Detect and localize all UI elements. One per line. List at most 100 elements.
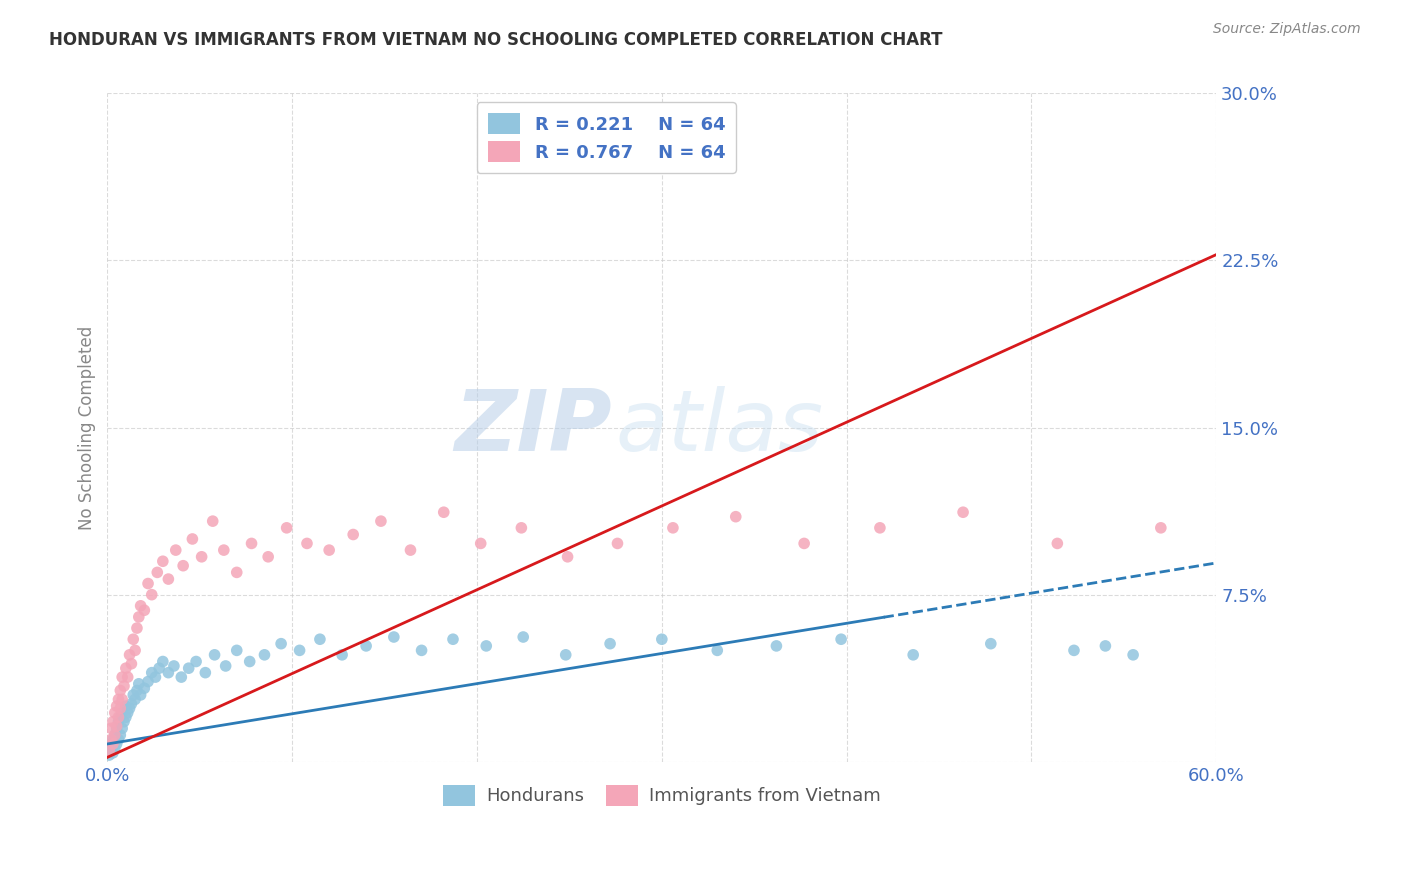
Point — [101, 714, 124, 729]
Point — [110, 710, 132, 724]
Point — [110, 701, 132, 715]
Point — [212, 543, 235, 558]
Point — [318, 543, 340, 558]
Point — [253, 648, 276, 662]
Point — [120, 657, 142, 671]
Text: HONDURAN VS IMMIGRANTS FROM VIETNAM NO SCHOOLING COMPLETED CORRELATION CHART: HONDURAN VS IMMIGRANTS FROM VIETNAM NO S… — [49, 31, 942, 49]
Point — [134, 681, 156, 696]
Point — [111, 670, 134, 684]
Point — [952, 505, 974, 519]
Point — [115, 710, 138, 724]
Point — [793, 536, 815, 550]
Point — [181, 532, 204, 546]
Point — [111, 722, 134, 736]
Point — [107, 692, 129, 706]
Text: atlas: atlas — [616, 386, 824, 469]
Point — [1264, 505, 1286, 519]
Point — [105, 737, 128, 751]
Point — [706, 643, 728, 657]
Point — [107, 714, 129, 729]
Point — [100, 722, 122, 736]
Point — [370, 514, 392, 528]
Point — [239, 655, 262, 669]
Point — [869, 521, 891, 535]
Point — [125, 683, 148, 698]
Point — [172, 558, 194, 573]
Point — [136, 674, 159, 689]
Point — [170, 670, 193, 684]
Point — [724, 509, 747, 524]
Point — [225, 643, 247, 657]
Point — [157, 572, 180, 586]
Point — [157, 665, 180, 680]
Point — [510, 521, 533, 535]
Point — [512, 630, 534, 644]
Point — [100, 732, 122, 747]
Point — [554, 648, 576, 662]
Point — [276, 521, 298, 535]
Point — [125, 621, 148, 635]
Point — [145, 670, 167, 684]
Point — [475, 639, 498, 653]
Point — [122, 632, 145, 647]
Point — [100, 744, 122, 758]
Point — [101, 732, 124, 747]
Point — [382, 630, 405, 644]
Point — [342, 527, 364, 541]
Point — [470, 536, 492, 550]
Point — [122, 688, 145, 702]
Point — [215, 659, 238, 673]
Point — [184, 655, 207, 669]
Point — [112, 679, 135, 693]
Point — [141, 665, 163, 680]
Point — [288, 643, 311, 657]
Point — [240, 536, 263, 550]
Point — [1122, 648, 1144, 662]
Point — [128, 677, 150, 691]
Point — [557, 549, 579, 564]
Point — [152, 554, 174, 568]
Point — [105, 722, 128, 736]
Point — [1391, 514, 1406, 528]
Point — [1063, 643, 1085, 657]
Point — [194, 665, 217, 680]
Point — [830, 632, 852, 647]
Point — [1046, 536, 1069, 550]
Point — [606, 536, 628, 550]
Point — [118, 648, 141, 662]
Point — [98, 748, 121, 763]
Point — [120, 697, 142, 711]
Point — [765, 639, 787, 653]
Point — [662, 521, 685, 535]
Point — [101, 737, 124, 751]
Point — [441, 632, 464, 647]
Point — [152, 655, 174, 669]
Point — [980, 637, 1002, 651]
Point — [257, 549, 280, 564]
Point — [104, 741, 127, 756]
Point — [399, 543, 422, 558]
Point — [104, 728, 127, 742]
Point — [354, 639, 377, 653]
Point — [107, 732, 129, 747]
Point — [163, 659, 186, 673]
Point — [433, 505, 456, 519]
Point — [225, 566, 247, 580]
Point — [115, 699, 138, 714]
Point — [105, 719, 128, 733]
Point — [136, 576, 159, 591]
Point — [115, 661, 138, 675]
Point — [129, 688, 152, 702]
Point — [295, 536, 318, 550]
Text: ZIP: ZIP — [454, 386, 612, 469]
Point — [107, 710, 129, 724]
Point — [100, 737, 122, 751]
Point — [104, 728, 127, 742]
Point — [124, 643, 146, 657]
Point — [599, 637, 621, 651]
Point — [105, 699, 128, 714]
Point — [111, 706, 134, 720]
Text: Source: ZipAtlas.com: Source: ZipAtlas.com — [1213, 22, 1361, 37]
Point — [204, 648, 226, 662]
Point — [651, 632, 673, 647]
